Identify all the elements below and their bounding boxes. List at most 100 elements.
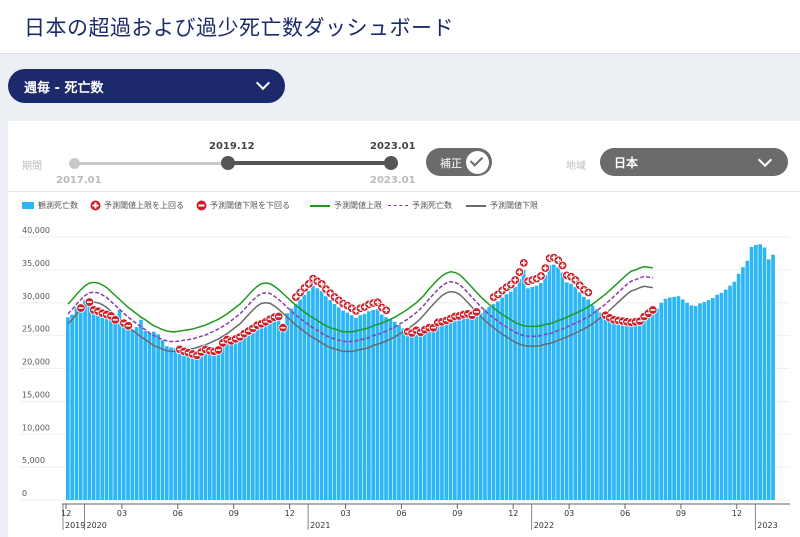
plus-marker-v (385, 307, 387, 313)
x-tick-label: 09 (676, 509, 686, 518)
minus-marker-h (87, 301, 92, 303)
minus-marker-h (280, 326, 286, 329)
period-slider-range[interactable] (228, 161, 391, 165)
slider-end-value: 2023.01 (370, 141, 416, 152)
bar (126, 327, 130, 500)
bar (255, 327, 259, 500)
bar (521, 269, 526, 500)
legend-item-above-upper[interactable]: 予測閾値上限を上回る (90, 200, 200, 212)
minus-marker-h (263, 320, 269, 323)
bar (233, 340, 238, 500)
minus-marker-h (112, 319, 118, 321)
bar (655, 308, 659, 500)
legend-label: 予測閾値下限を下回る (210, 201, 290, 210)
bar (461, 316, 466, 500)
metric-dropdown[interactable]: 週毎 - 死亡数 (8, 69, 285, 103)
chevron-down-icon (255, 75, 271, 91)
legend-label: 観測死亡数 (38, 201, 78, 210)
bar (263, 323, 268, 500)
bar (771, 254, 775, 500)
bar (104, 316, 109, 500)
bar (444, 322, 449, 500)
bar (560, 272, 565, 500)
bar (607, 319, 612, 500)
plus-marker-v (553, 255, 555, 261)
bar (698, 303, 702, 500)
region-dropdown[interactable]: 日本 (600, 148, 788, 176)
bar (324, 296, 328, 500)
bar (603, 317, 608, 500)
bar (375, 309, 380, 500)
bar (354, 317, 358, 500)
plus-marker-v (295, 294, 297, 300)
bar (427, 329, 431, 500)
bar (203, 351, 208, 500)
minus-marker-h (607, 317, 613, 319)
bar (551, 264, 556, 500)
legend-item-lower[interactable]: 予測閾値下限 (466, 200, 556, 212)
bar (470, 317, 474, 500)
plus-marker-v (578, 282, 581, 288)
plus-marker-v (518, 269, 521, 275)
plus-marker-v (535, 276, 538, 282)
bar (543, 275, 547, 500)
bar (276, 318, 281, 500)
bar (109, 317, 113, 500)
bar (435, 324, 440, 500)
bar (96, 313, 100, 500)
legend-item-observed[interactable]: 観測死亡数 (22, 200, 112, 212)
bar (134, 327, 139, 500)
bar (91, 311, 96, 500)
bar (508, 291, 513, 500)
bar (152, 331, 156, 500)
bar (500, 297, 504, 500)
minus-marker-h (431, 326, 436, 329)
legend-item-predicted[interactable]: 予測死亡数 (388, 200, 478, 212)
plus-marker-v (333, 294, 336, 300)
header-bar: 日本の超過および過少死亡数ダッシュボード (0, 0, 800, 54)
x-tick-label: 06 (620, 509, 630, 518)
bar (388, 319, 393, 500)
x-tick-label: 12 (732, 509, 742, 518)
bar (405, 333, 410, 500)
metric-dropdown-label: 週毎 - 死亡数 (24, 81, 104, 96)
bar (491, 304, 496, 500)
x-tick-label: 03 (564, 509, 574, 518)
x-tick-label: 09 (452, 509, 462, 518)
minus-marker-h (95, 310, 101, 313)
minus-marker-h (78, 307, 84, 309)
minus-marker-h (413, 329, 419, 332)
bar (440, 323, 444, 500)
period-slider-start-handle[interactable] (221, 156, 235, 170)
bar (586, 299, 590, 500)
gray-line-icon (466, 205, 486, 207)
period-slider-track[interactable] (74, 162, 228, 165)
plus-marker-v (303, 285, 306, 291)
bar (719, 292, 724, 500)
legend-item-upper[interactable]: 予測閾値上限 (310, 200, 400, 212)
bar (706, 300, 711, 500)
period-slider-end-handle[interactable] (384, 156, 398, 170)
plus-marker-v (557, 257, 559, 263)
bar (418, 334, 423, 500)
plus-marker-v (574, 277, 577, 283)
minus-marker-h (177, 348, 183, 351)
y-tick-label: 5,000 (22, 456, 45, 465)
check-icon[interactable] (466, 151, 489, 174)
bar (212, 353, 216, 500)
legend-item-below-lower[interactable]: 予測閾値下限を下回る (196, 200, 306, 212)
bar (341, 310, 345, 500)
region-dropdown-value: 日本 (614, 156, 639, 170)
bar (190, 356, 195, 500)
bar (78, 309, 83, 500)
minus-marker-h (125, 324, 131, 327)
bar (173, 348, 178, 500)
bar (74, 307, 79, 500)
plus-marker-v (570, 274, 572, 280)
minus-circle-icon (196, 200, 207, 211)
dashed-line-icon (388, 205, 408, 206)
bar (392, 321, 397, 500)
slider-start-value: 2019.12 (209, 141, 255, 152)
bar (293, 304, 298, 500)
slider-min-label: 2017.01 (56, 175, 102, 186)
